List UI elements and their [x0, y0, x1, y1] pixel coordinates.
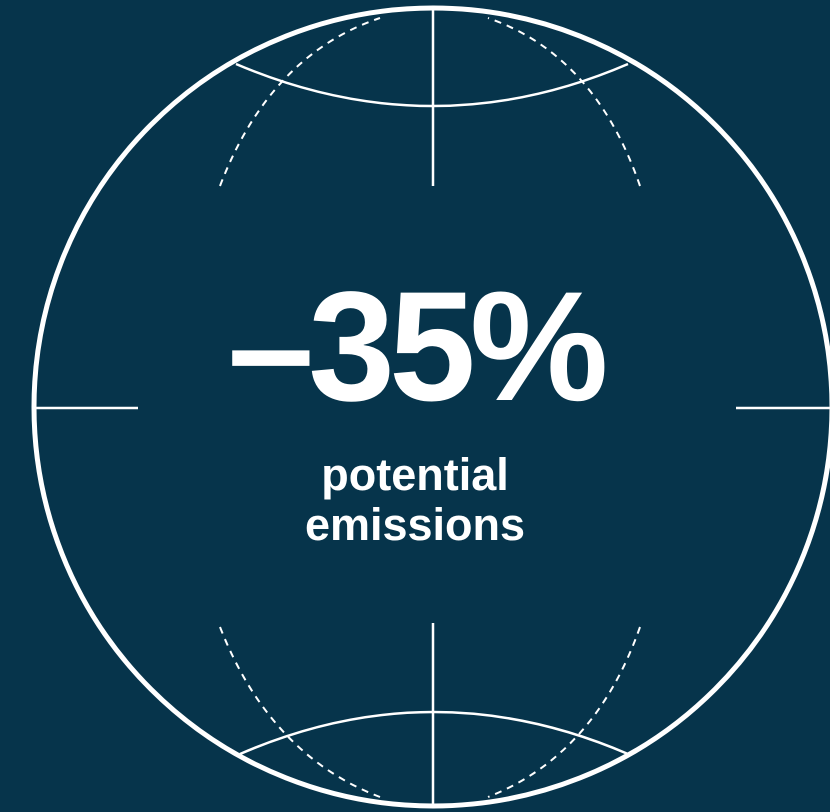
- stat-value: –35%: [227, 260, 609, 434]
- globe-dashed-meridian-bottom-right: [487, 626, 641, 798]
- globe-dashed-meridian-bottom-left: [219, 626, 381, 798]
- stat-caption: potential emissions: [0, 450, 830, 550]
- globe-dashed-meridian-top-left: [219, 17, 381, 187]
- stat-caption-line-2: emissions: [304, 499, 526, 550]
- globe-dashed-meridian-top-right: [487, 17, 641, 187]
- stat-block: –35% potential emissions: [0, 260, 830, 550]
- stat-caption-line-1: potential: [321, 449, 509, 500]
